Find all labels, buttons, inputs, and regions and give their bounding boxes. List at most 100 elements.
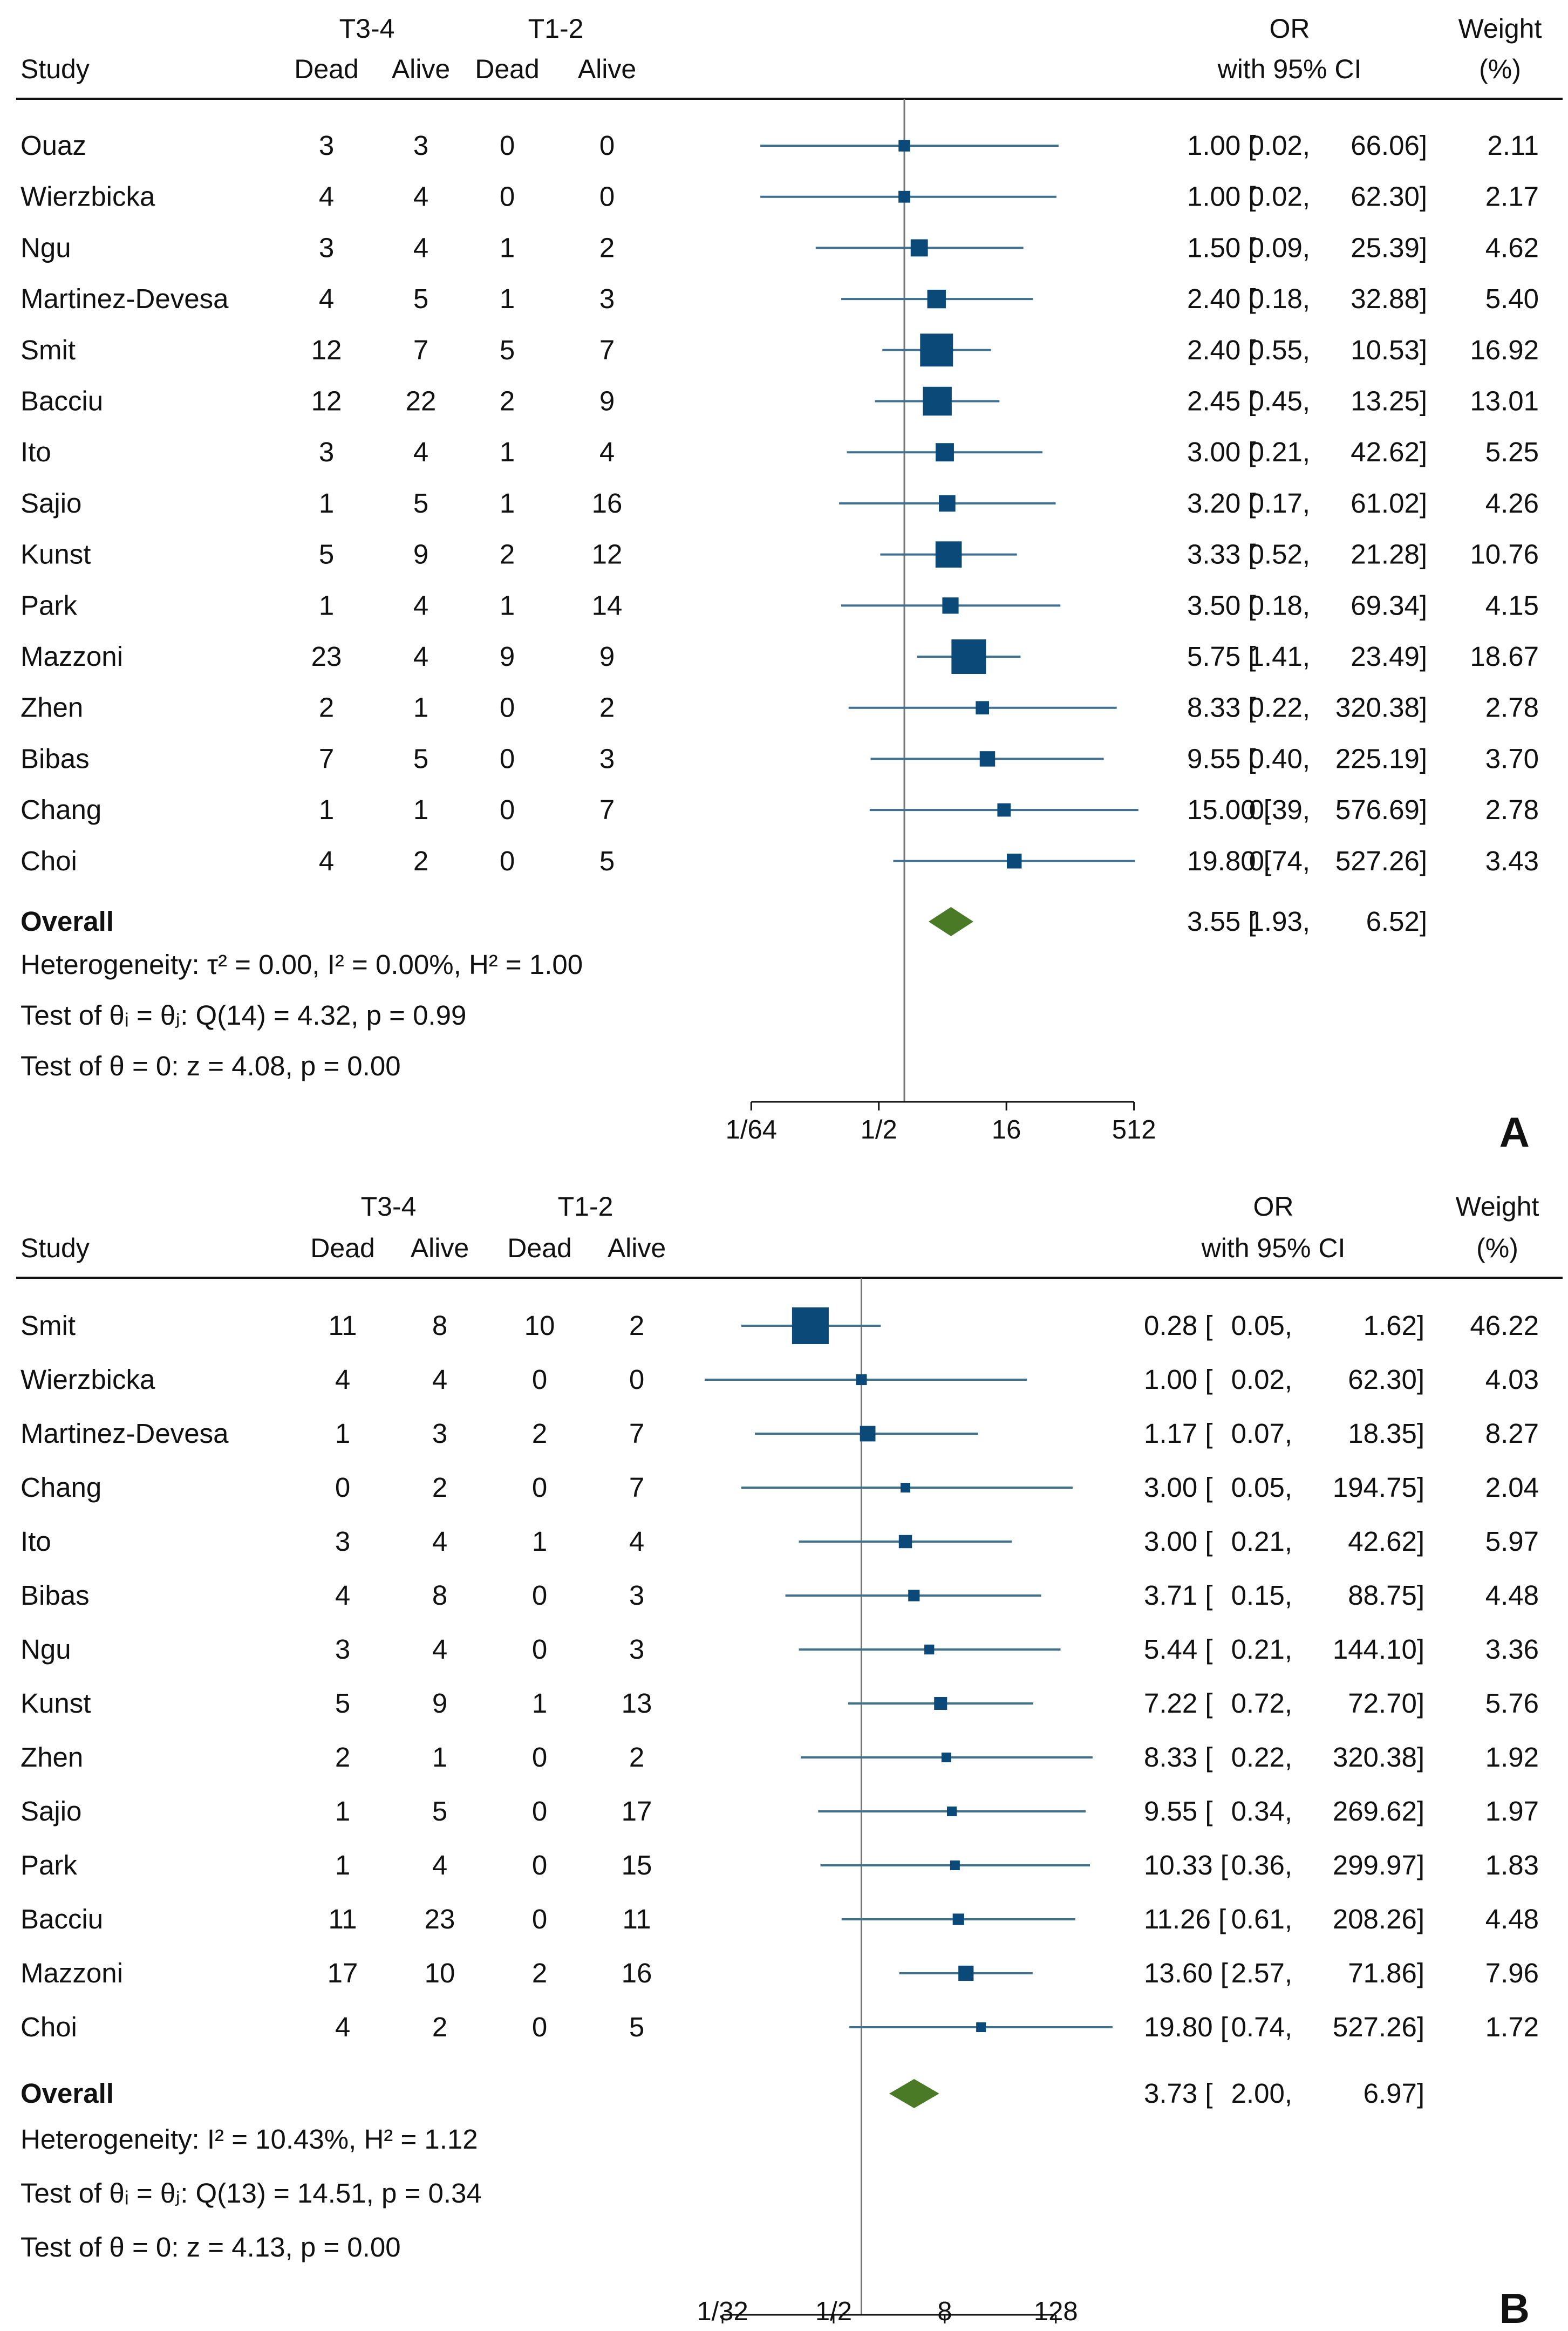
cell-t12-dead: 0 <box>500 181 515 212</box>
ci-upper: 299.97] <box>1333 1850 1424 1880</box>
study-name: Mazzoni <box>21 1958 123 1988</box>
cell-t34-alive: 4 <box>432 1364 447 1395</box>
cell-t12-dead: 2 <box>500 539 515 570</box>
study-effect-marker <box>792 1307 829 1344</box>
or-estimate: 8.33 [ <box>1187 692 1256 723</box>
cell-t12-alive: 4 <box>629 1526 644 1557</box>
cell-t12-alive: 17 <box>622 1796 652 1826</box>
or-estimate: 1.17 [ <box>1144 1418 1213 1449</box>
cell-t34-alive: 4 <box>432 1634 447 1665</box>
study-effect-marker <box>920 333 953 367</box>
or-estimate: 1.00 [ <box>1144 1364 1213 1395</box>
cell-t12-alive: 0 <box>599 181 615 212</box>
cell-t12-alive: 16 <box>622 1958 652 1988</box>
study-effect-marker <box>952 1913 964 1925</box>
cell-t34-dead: 5 <box>335 1688 350 1719</box>
weight-value: 10.76 <box>1470 539 1539 570</box>
cell-t12-dead: 0 <box>532 1742 547 1773</box>
weight-value: 3.43 <box>1485 846 1539 876</box>
or-estimate: 7.22 [ <box>1144 1688 1213 1719</box>
cell-t34-dead: 1 <box>335 1418 350 1449</box>
ci-lower: 0.05, <box>1231 1310 1292 1341</box>
cell-t12-dead: 0 <box>500 692 515 723</box>
header-dead-t12: Dead <box>475 54 540 84</box>
cell-t12-alive: 11 <box>623 1904 651 1934</box>
header-alive-t34: Alive <box>392 54 450 84</box>
cell-t34-alive: 4 <box>413 590 428 621</box>
study-name: Choi <box>21 846 77 876</box>
ci-lower: 0.02, <box>1249 130 1310 161</box>
cell-t34-dead: 2 <box>319 692 334 723</box>
cell-t34-alive: 3 <box>432 1418 447 1449</box>
ci-upper: 18.35] <box>1348 1418 1424 1449</box>
ci-lower: 0.21, <box>1231 1634 1292 1665</box>
study-name: Bacciu <box>21 386 103 417</box>
cell-t34-dead: 3 <box>335 1526 350 1557</box>
cell-t12-dead: 0 <box>532 1472 547 1503</box>
ci-upper: 69.34] <box>1351 590 1427 621</box>
study-name: Ouaz <box>21 130 86 161</box>
or-estimate: 2.40 [ <box>1187 335 1256 365</box>
or-estimate: 0.28 [ <box>1144 1310 1213 1341</box>
header-alive-t34: Alive <box>411 1233 469 1263</box>
study-effect-marker <box>976 701 989 715</box>
x-tick-label: 128 <box>1034 2297 1078 2326</box>
ci-upper: 61.02] <box>1351 488 1427 519</box>
cell-t34-dead: 4 <box>319 846 334 876</box>
cell-t12-dead: 2 <box>532 1418 547 1449</box>
or-estimate: 3.00 [ <box>1187 437 1256 467</box>
weight-value: 4.03 <box>1485 1364 1539 1395</box>
weight-value: 1.97 <box>1485 1796 1539 1826</box>
ci-upper: 208.26] <box>1333 1904 1424 1934</box>
ci-lower: 0.36, <box>1231 1850 1292 1880</box>
or-estimate: 3.00 [ <box>1144 1526 1213 1557</box>
cell-t12-dead: 1 <box>500 232 515 263</box>
study-effect-marker <box>856 1374 867 1386</box>
ci-upper: 42.62] <box>1348 1526 1424 1557</box>
cell-t12-dead: 0 <box>532 1904 547 1934</box>
study-name: Park <box>21 1850 77 1880</box>
cell-t34-alive: 4 <box>413 232 428 263</box>
ci-upper: 320.38] <box>1333 1742 1424 1773</box>
cell-t12-alive: 2 <box>599 692 615 723</box>
cell-t34-dead: 1 <box>319 488 334 519</box>
header-or: OR <box>1253 1191 1294 1222</box>
overall-ci-lower: 1.93, <box>1249 906 1310 937</box>
or-estimate: 13.60 [ <box>1144 1958 1228 1988</box>
cell-t34-dead: 11 <box>329 1310 357 1341</box>
cell-t12-alive: 15 <box>622 1850 652 1880</box>
cell-t12-dead: 2 <box>500 386 515 417</box>
x-tick-label: 1/64 <box>726 1115 777 1144</box>
study-name: Ngu <box>21 232 71 263</box>
weight-value: 46.22 <box>1470 1310 1539 1341</box>
cell-t34-alive: 1 <box>432 1742 447 1773</box>
study-effect-marker <box>898 140 910 152</box>
study-name: Bacciu <box>21 1904 103 1934</box>
study-effect-marker <box>997 803 1011 817</box>
cell-t34-alive: 5 <box>432 1796 447 1826</box>
study-name: Wierzbicka <box>21 1364 155 1395</box>
ci-upper: 527.26] <box>1335 846 1427 876</box>
ci-upper: 194.75] <box>1333 1472 1424 1503</box>
ci-upper: 320.38] <box>1335 692 1427 723</box>
study-effect-marker <box>924 1644 935 1655</box>
cell-t12-dead: 5 <box>500 335 515 365</box>
weight-value: 5.97 <box>1485 1526 1539 1557</box>
ci-lower: 0.05, <box>1231 1472 1292 1503</box>
study-effect-marker <box>898 1535 912 1549</box>
cell-t34-dead: 17 <box>328 1958 358 1988</box>
study-effect-marker <box>908 1590 920 1601</box>
ci-lower: 0.74, <box>1231 2012 1292 2042</box>
weight-value: 4.15 <box>1485 590 1539 621</box>
cell-t12-dead: 0 <box>532 1850 547 1880</box>
or-estimate: 19.80 [ <box>1144 2012 1228 2042</box>
cell-t12-dead: 1 <box>532 1526 547 1557</box>
weight-value: 4.48 <box>1485 1904 1539 1934</box>
cell-t12-dead: 1 <box>500 283 515 314</box>
study-name: Martinez-Devesa <box>21 1418 229 1449</box>
cell-t12-alive: 2 <box>629 1310 644 1341</box>
cell-t12-alive: 14 <box>592 590 623 621</box>
ci-upper: 32.88] <box>1351 283 1427 314</box>
cell-t34-dead: 4 <box>319 283 334 314</box>
ci-lower: 0.40, <box>1249 743 1310 774</box>
